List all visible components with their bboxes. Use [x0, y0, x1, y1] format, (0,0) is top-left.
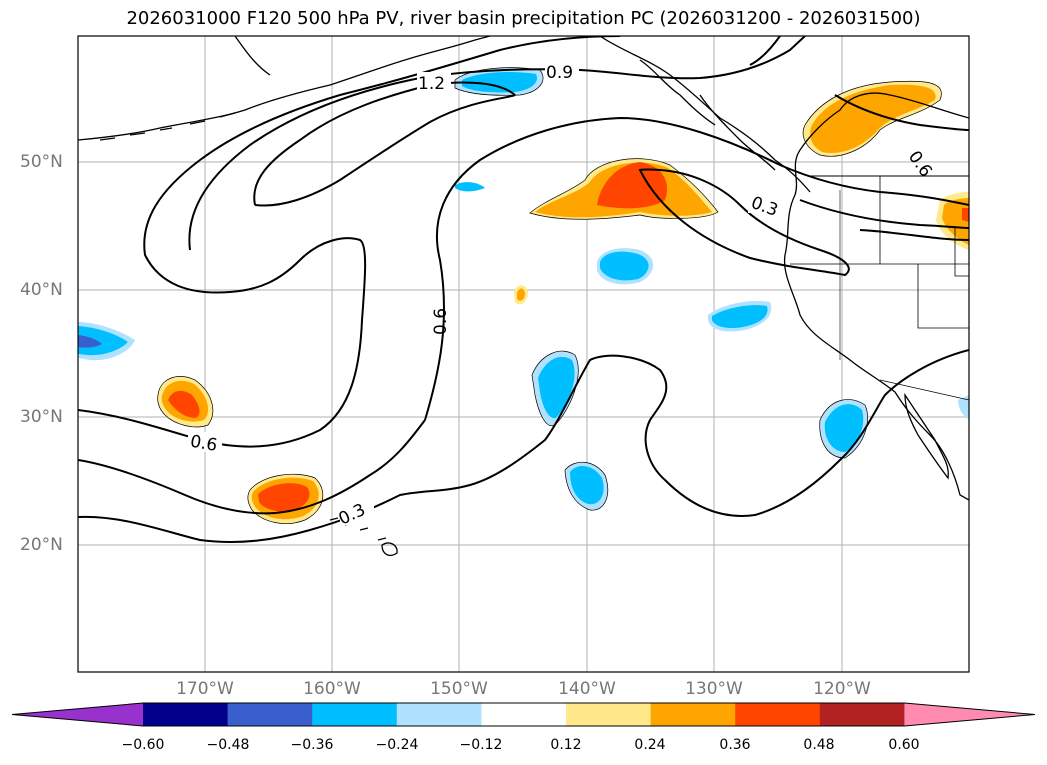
colorbar-segment	[566, 703, 652, 726]
lon-label-130w: 130°W	[685, 679, 743, 699]
pv-label-1.2: 1.2	[418, 74, 445, 94]
lon-label-140w: 140°W	[558, 679, 616, 699]
colorbar-tick: −0.48	[206, 737, 250, 753]
colorbar-tick: 0.48	[803, 737, 835, 753]
lat-label-30n: 30°N	[20, 407, 63, 427]
map-title: 2026031000 F120 500 hPa PV, river basin …	[126, 8, 921, 29]
lon-label-160w: 160°W	[303, 679, 361, 699]
colorbar-segment	[143, 703, 229, 726]
lat-label-40n: 40°N	[20, 280, 63, 300]
precipitation-shading	[78, 67, 969, 524]
pv-label-0.6-vertical: 0.6	[431, 308, 451, 335]
lon-label-120w: 120°W	[813, 679, 871, 699]
colorbar-outline	[11, 702, 1036, 727]
pv-contours	[78, 36, 969, 543]
colorbar-segment	[819, 703, 905, 726]
colorbar-segment	[312, 703, 398, 726]
colorbar	[11, 702, 1036, 727]
colorbar-tick: 0.12	[550, 737, 582, 753]
pv-label-0.6-left: 0.6	[189, 432, 219, 456]
colorbar-extend-low	[12, 703, 143, 726]
colorbar-segment	[396, 703, 482, 726]
colorbar-tick: −0.24	[375, 737, 419, 753]
pv-label-0.9: 0.9	[546, 63, 573, 83]
colorbar-segment	[650, 703, 736, 726]
colorbar-tick: 0.24	[634, 737, 666, 753]
lat-label-50n: 50°N	[20, 152, 63, 172]
colorbar-tick: 0.60	[888, 737, 920, 753]
lon-label-170w: 170°W	[176, 679, 234, 699]
colorbar-segment	[227, 703, 313, 726]
colorbar-segment	[481, 703, 567, 726]
colorbar-tick: −0.60	[121, 737, 165, 753]
colorbar-tick: 0.36	[719, 737, 751, 753]
colorbar-segment	[735, 703, 821, 726]
colorbar-extend-high	[904, 703, 1035, 726]
colorbar-tick: −0.12	[459, 737, 503, 753]
lat-label-20n: 20°N	[20, 535, 63, 555]
lon-label-150w: 150°W	[430, 679, 488, 699]
colorbar-tick: −0.36	[290, 737, 334, 753]
map-frame	[77, 35, 970, 673]
